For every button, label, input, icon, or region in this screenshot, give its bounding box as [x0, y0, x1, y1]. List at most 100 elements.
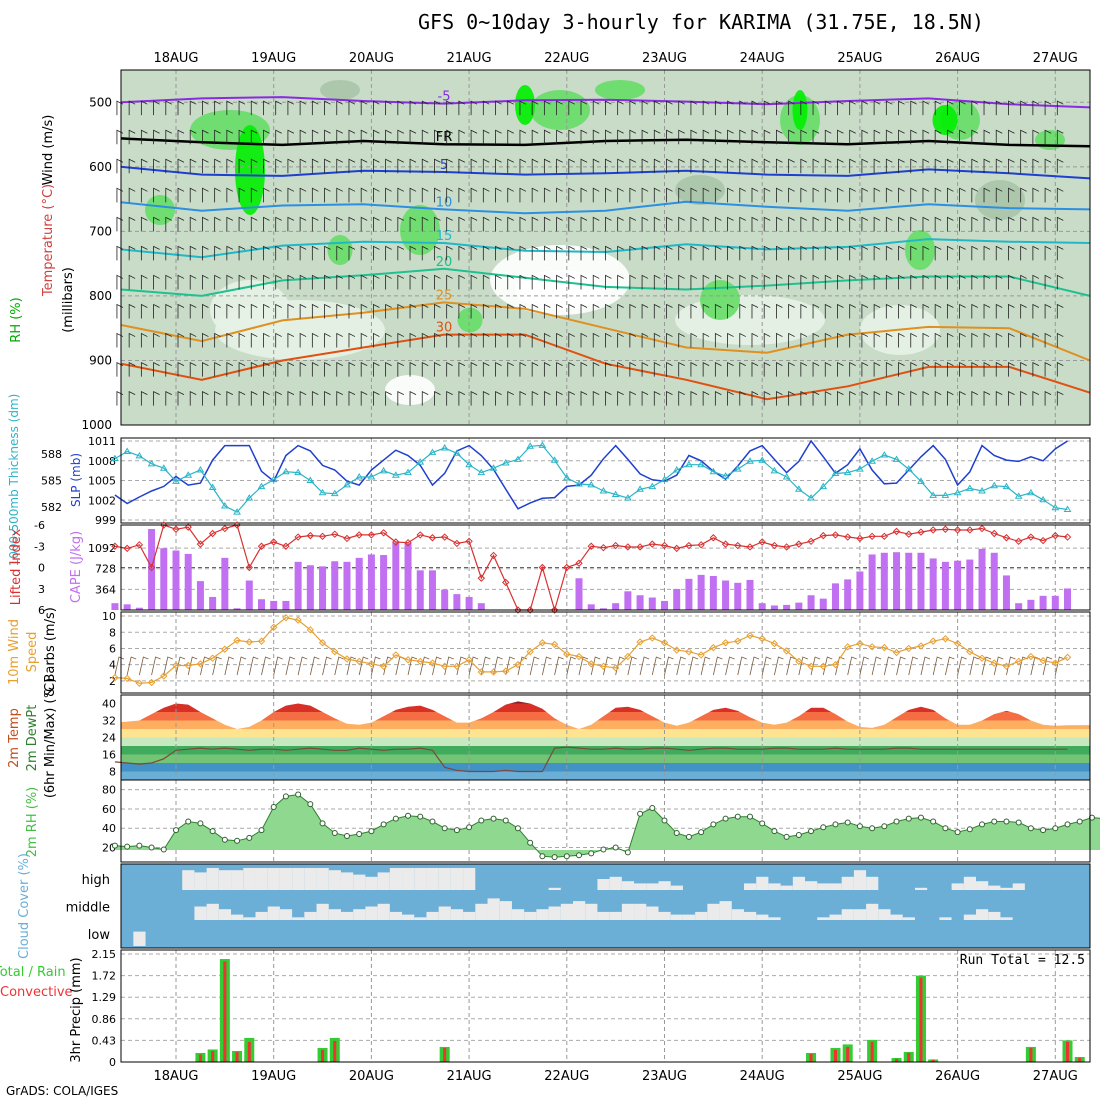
wind-barb — [971, 332, 978, 348]
cloud-cell-middle — [670, 914, 683, 920]
lifted-marker — [856, 534, 864, 543]
wind-barb — [861, 158, 869, 174]
lifted-marker — [880, 532, 889, 541]
wind-barb — [311, 158, 319, 174]
cloud-cell-high — [365, 876, 378, 890]
wind-barb — [446, 245, 453, 261]
wind-barb-10m — [700, 656, 711, 676]
wind-barb — [409, 129, 417, 145]
lifted-marker — [917, 528, 925, 536]
temp-band — [121, 746, 1090, 755]
wind-barb — [714, 361, 722, 377]
wind-barb — [177, 332, 185, 348]
cloud-cell-high — [231, 870, 244, 890]
wind-barb — [189, 158, 197, 174]
wind-marker — [404, 656, 412, 664]
rh-marker — [673, 830, 680, 837]
precip-tick-label: 0.43 — [92, 1034, 117, 1047]
wind-barb — [128, 303, 136, 319]
wind-barb — [641, 332, 649, 348]
rh-marker — [600, 846, 607, 853]
thickness-marker — [1051, 503, 1060, 511]
wind-marker — [440, 662, 449, 670]
cloud-cell-middle — [548, 906, 561, 920]
wind-barb — [421, 303, 429, 319]
lifted-marker — [269, 538, 278, 546]
precip-convective-bar — [907, 1052, 911, 1062]
wind-barb — [934, 245, 942, 261]
cloud-cell-high — [402, 868, 415, 890]
lifted-marker — [355, 531, 363, 539]
thickness-marker — [599, 487, 608, 494]
wind-barb — [128, 361, 136, 377]
rh-marker — [576, 852, 583, 859]
wind-barb — [727, 245, 734, 261]
wind-barb — [971, 216, 978, 232]
wind-barb — [275, 390, 282, 406]
wind-barb — [556, 100, 563, 116]
wind-barb — [702, 303, 710, 319]
wind-barb — [434, 390, 441, 406]
rh-marker — [746, 813, 753, 820]
lifted-marker — [392, 538, 400, 546]
wind-barb — [946, 187, 954, 203]
wind-barb — [153, 390, 160, 406]
wind-barb — [922, 245, 930, 261]
wind-barb — [458, 187, 466, 203]
cloud-cell-middle — [316, 903, 329, 920]
wind-barb — [702, 187, 710, 203]
wind-barb — [214, 158, 221, 174]
wind-barb — [421, 332, 429, 348]
wind-barb — [128, 187, 136, 203]
wind-barb — [495, 274, 502, 290]
wind-barb — [849, 100, 856, 116]
lifted-marker — [770, 541, 779, 550]
wind-barb — [336, 274, 343, 290]
wind-barb — [519, 274, 527, 290]
wind-tick-label: 2 — [109, 675, 116, 688]
cape-bar — [795, 602, 803, 610]
wind-barb — [470, 332, 478, 348]
lifted-marker — [172, 525, 180, 533]
wind-barb-10m — [383, 656, 393, 676]
wind-barb — [165, 187, 172, 203]
wind-barb — [898, 332, 905, 348]
wind-barb — [653, 332, 661, 348]
cloud-cell-middle — [646, 906, 659, 920]
wind-barb — [885, 303, 893, 319]
isotherm-5 — [120, 165, 1091, 180]
wind-barb — [214, 361, 221, 377]
cape-bar — [1051, 595, 1059, 610]
rh-marker — [930, 818, 937, 825]
wind-barb — [946, 390, 954, 406]
wind-barb — [763, 216, 771, 232]
wind-barb — [238, 274, 246, 290]
slp-line — [114, 439, 1068, 510]
wind-barb — [153, 158, 160, 174]
cloud-cell-middle — [976, 909, 989, 920]
wind-barb — [617, 129, 624, 145]
wind-barb — [446, 303, 453, 319]
lifted-marker — [599, 543, 608, 552]
wind-barb — [629, 129, 637, 145]
cloud-cell-high — [194, 872, 207, 890]
wind-barb-10m — [493, 656, 503, 676]
rh-marker — [881, 823, 888, 830]
wind-barb — [1044, 390, 1052, 406]
wind-barb — [1008, 245, 1015, 261]
wind-barb — [983, 245, 991, 261]
rh-marker — [1027, 825, 1034, 832]
wind-barb — [189, 332, 197, 348]
wind-barb — [1032, 129, 1040, 145]
wind-barb — [690, 158, 698, 174]
cape-bar — [636, 595, 644, 610]
thickness-marker — [306, 476, 315, 483]
cape-bar — [416, 570, 424, 610]
cloud-cell-middle — [560, 903, 573, 920]
cloud-cell-middle — [231, 914, 244, 920]
wind-barb — [824, 100, 832, 116]
wind-barb — [263, 158, 270, 174]
wind-barb — [666, 187, 673, 203]
wind-barb — [800, 245, 808, 261]
rh-marker — [942, 825, 949, 832]
